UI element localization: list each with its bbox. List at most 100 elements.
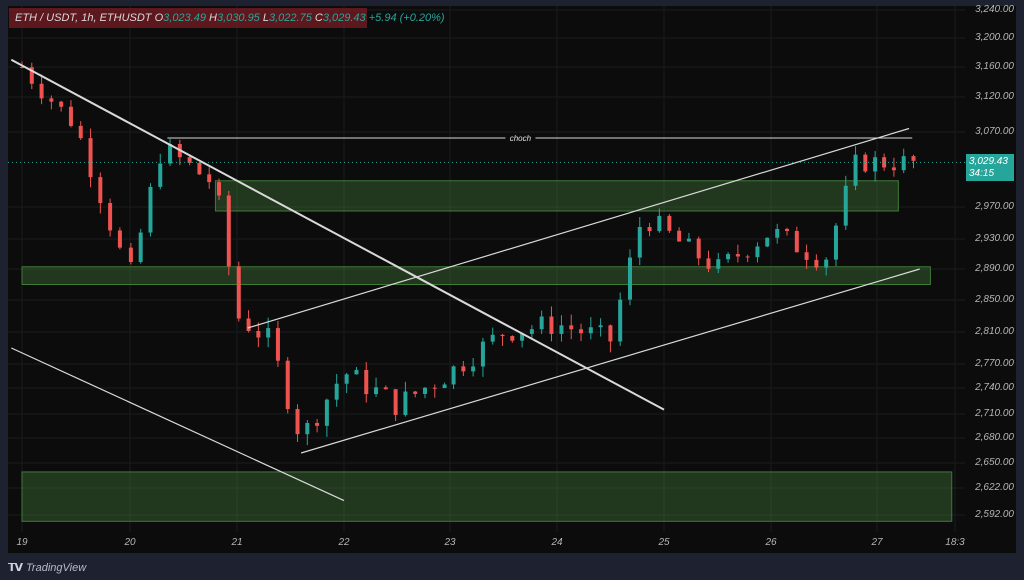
- candle-body: [59, 101, 64, 107]
- candle-body: [78, 125, 83, 139]
- price-tick-label: 2,770.00: [975, 358, 1014, 369]
- time-tick-label: 25: [658, 537, 670, 548]
- low-value: 3,022.75: [269, 12, 312, 24]
- candle-body: [863, 154, 868, 172]
- symbol-legend: ETH / USDT, 1h, ETHUSDT O3,023.49 H3,030…: [9, 8, 445, 28]
- candle-body: [480, 341, 485, 367]
- candle-body: [500, 334, 505, 337]
- candle-body: [108, 203, 113, 231]
- time-tick-label: 22: [338, 537, 350, 548]
- candle-body: [520, 333, 525, 341]
- candle-body: [686, 238, 691, 242]
- trendline-descending-resistance: [10, 58, 665, 411]
- last-price-value: 3,029.43: [969, 156, 1008, 167]
- time-tick-label: 27: [871, 537, 883, 548]
- candle-body: [911, 156, 916, 161]
- candle-body: [68, 106, 73, 126]
- candle-body: [637, 227, 642, 258]
- candle-body: [246, 318, 251, 331]
- candle-body: [785, 228, 790, 231]
- tradingview-wordmark: TradingView: [26, 561, 87, 574]
- candle-body: [539, 316, 544, 330]
- candle-body: [364, 369, 369, 395]
- price-tick-label: 2,930.00: [975, 233, 1014, 244]
- price-tick-label: 2,810.00: [975, 326, 1014, 337]
- high-label: H: [209, 12, 217, 24]
- candle-body: [735, 254, 740, 257]
- close-label: C: [314, 12, 323, 24]
- candle-body: [529, 329, 534, 334]
- candle-body: [354, 369, 359, 375]
- time-tick-label: 20: [124, 537, 136, 548]
- choch-label: choch: [510, 134, 532, 143]
- time-tick-label: 26: [765, 537, 777, 548]
- candle-body: [461, 366, 466, 372]
- candle-body: [324, 399, 329, 426]
- candle-body: [168, 143, 173, 164]
- candle-body: [344, 374, 349, 384]
- candle-body: [833, 225, 838, 260]
- candle-body: [608, 325, 613, 342]
- price-tick-label: 3,200.00: [975, 32, 1014, 43]
- candle-body: [305, 422, 310, 435]
- candle-body: [383, 387, 388, 390]
- time-tick-label: 24: [551, 537, 563, 548]
- candle-body: [549, 316, 554, 334]
- change-value: +5.94 (+0.20%): [368, 12, 445, 24]
- candle-body: [451, 366, 456, 385]
- candle-body: [285, 360, 290, 410]
- candle-body: [804, 252, 809, 260]
- candle-body: [677, 230, 682, 242]
- trendline-channel-upper: [247, 127, 910, 329]
- candle-body: [393, 389, 398, 415]
- tradingview-logo[interactable]: 𝗧𝗩 TradingView: [8, 561, 87, 575]
- candle-body: [217, 182, 221, 196]
- candle-body: [471, 366, 476, 372]
- candle-body: [98, 177, 103, 204]
- zone-demand-lower: [21, 471, 953, 522]
- price-tick-label: 2,850.00: [975, 294, 1014, 305]
- candle-body: [510, 336, 515, 341]
- candle-body: [187, 157, 192, 163]
- candle-body: [29, 67, 34, 84]
- candle-body: [598, 325, 603, 328]
- candle-body: [226, 195, 231, 267]
- candle-body: [295, 409, 300, 435]
- candle-body: [814, 259, 819, 268]
- candle-body: [901, 156, 906, 171]
- candle-body: [843, 185, 848, 226]
- candle-body: [726, 254, 731, 260]
- candle-body: [647, 227, 652, 232]
- candle-body: [442, 384, 447, 389]
- candle-body: [824, 259, 829, 268]
- candle-body: [706, 258, 711, 269]
- candle-body: [138, 232, 143, 263]
- candle-body: [88, 138, 93, 178]
- price-chart-plot[interactable]: choch: [8, 6, 1016, 532]
- trendline-lower-descending: [11, 347, 345, 502]
- price-tick-label: 2,622.00: [975, 482, 1014, 493]
- candle-body: [696, 238, 701, 259]
- time-tick-label: 23: [444, 537, 456, 548]
- candle-body: [657, 215, 662, 232]
- candle-body: [148, 186, 153, 233]
- close-value: 3,029.43: [322, 12, 366, 24]
- candle-body: [490, 334, 495, 342]
- candle-body: [422, 387, 427, 394]
- candle-body: [275, 328, 280, 361]
- time-tick-label: 19: [16, 537, 28, 548]
- price-tick-label: 2,710.00: [975, 408, 1014, 419]
- candle-body: [873, 157, 878, 172]
- candle-body: [403, 391, 408, 415]
- time-axis[interactable]: 19 20 21 22 23 24 25 26 27 18:3: [8, 532, 1016, 553]
- high-value: 3,030.95: [216, 12, 260, 24]
- price-tick-label: 2,680.00: [975, 432, 1014, 443]
- candle-body: [49, 98, 54, 102]
- candle-body: [765, 237, 770, 247]
- candle-body: [117, 230, 122, 248]
- zone-supply-upper: [214, 180, 899, 212]
- chart-frame[interactable]: choch: [8, 6, 1016, 553]
- candle-body: [794, 230, 799, 253]
- candle-body: [158, 163, 163, 187]
- candle-body: [128, 247, 133, 263]
